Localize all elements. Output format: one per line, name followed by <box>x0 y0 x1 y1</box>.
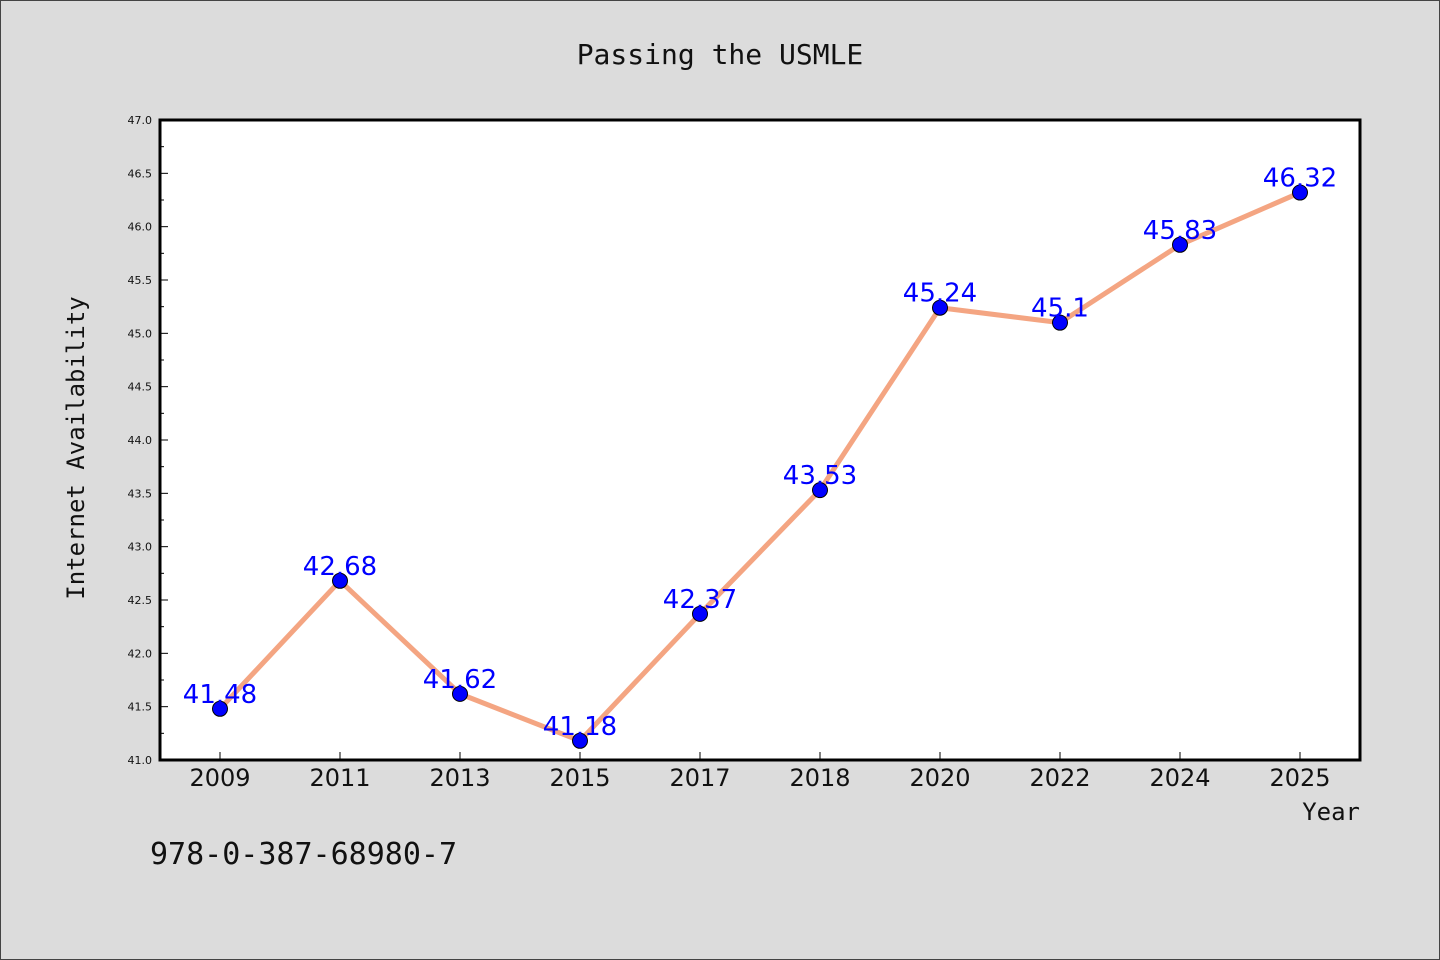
x-tick-label: 2015 <box>549 764 610 792</box>
x-tick-label: 2018 <box>789 764 850 792</box>
x-tick-label: 2013 <box>429 764 490 792</box>
data-label: 41.18 <box>543 712 617 742</box>
x-tick-label: 2022 <box>1029 764 1090 792</box>
data-point <box>332 572 348 589</box>
x-axis: 2009 2011 2013 2015 2017 2018 2020 2022 2024 2025 <box>189 752 1331 792</box>
data-label: 42.37 <box>663 585 737 615</box>
y-tick-label: 46.5 <box>128 167 153 180</box>
data-point <box>932 299 948 316</box>
data-point <box>1052 314 1068 331</box>
data-point <box>1172 236 1188 253</box>
x-tick-label: 2020 <box>909 764 970 792</box>
y-tick-label: 45.5 <box>128 274 153 287</box>
x-tick-label: 2009 <box>189 764 250 792</box>
data-point <box>812 482 828 499</box>
y-tick-label: 42.5 <box>128 594 153 607</box>
data-label: 45.24 <box>903 279 977 309</box>
y-tick-label: 43.0 <box>128 541 153 554</box>
y-tick-label: 46.0 <box>128 221 153 234</box>
data-label: 42.68 <box>303 552 377 582</box>
data-point <box>572 732 588 749</box>
plot-area <box>160 120 1360 760</box>
y-tick-label: 44.0 <box>128 434 153 447</box>
plot-border <box>158 118 1362 762</box>
data-point <box>452 685 468 702</box>
data-point <box>1292 184 1308 201</box>
y-tick-label: 47.0 <box>128 114 153 127</box>
y-axis-label: Internet Availability <box>62 296 90 599</box>
data-label: 41.48 <box>183 680 257 710</box>
series-group <box>212 184 1308 749</box>
data-label: 41.62 <box>423 665 497 695</box>
x-tick-label: 2025 <box>1269 764 1330 792</box>
x-tick-label: 2024 <box>1149 764 1210 792</box>
y-tick-label: 45.0 <box>128 327 153 340</box>
y-tick-label: 43.5 <box>128 487 153 500</box>
x-axis-label: Year <box>1302 798 1360 826</box>
series-line <box>217 190 1303 744</box>
x-tick-label: 2017 <box>669 764 730 792</box>
data-label: 45.1 <box>1031 294 1089 324</box>
data-label: 43.53 <box>783 461 857 491</box>
data-point <box>692 605 708 622</box>
y-tick-label: 41.0 <box>128 754 153 767</box>
x-tick-label: 2011 <box>309 764 370 792</box>
data-label: 45.83 <box>1143 216 1217 246</box>
y-tick-label: 44.5 <box>128 381 153 394</box>
data-labels: 41.48 42.68 41.62 41.18 42.37 43.53 45.24 45.1 4… <box>183 164 1337 742</box>
y-tick-label: 41.5 <box>128 701 153 714</box>
isbn-caption: 978-0-387-68980-7 <box>150 837 457 872</box>
data-point <box>212 700 228 717</box>
data-label: 46.32 <box>1263 164 1337 194</box>
y-tick-label: 42.0 <box>128 647 153 660</box>
chart-title: Passing the USMLE <box>577 38 864 71</box>
